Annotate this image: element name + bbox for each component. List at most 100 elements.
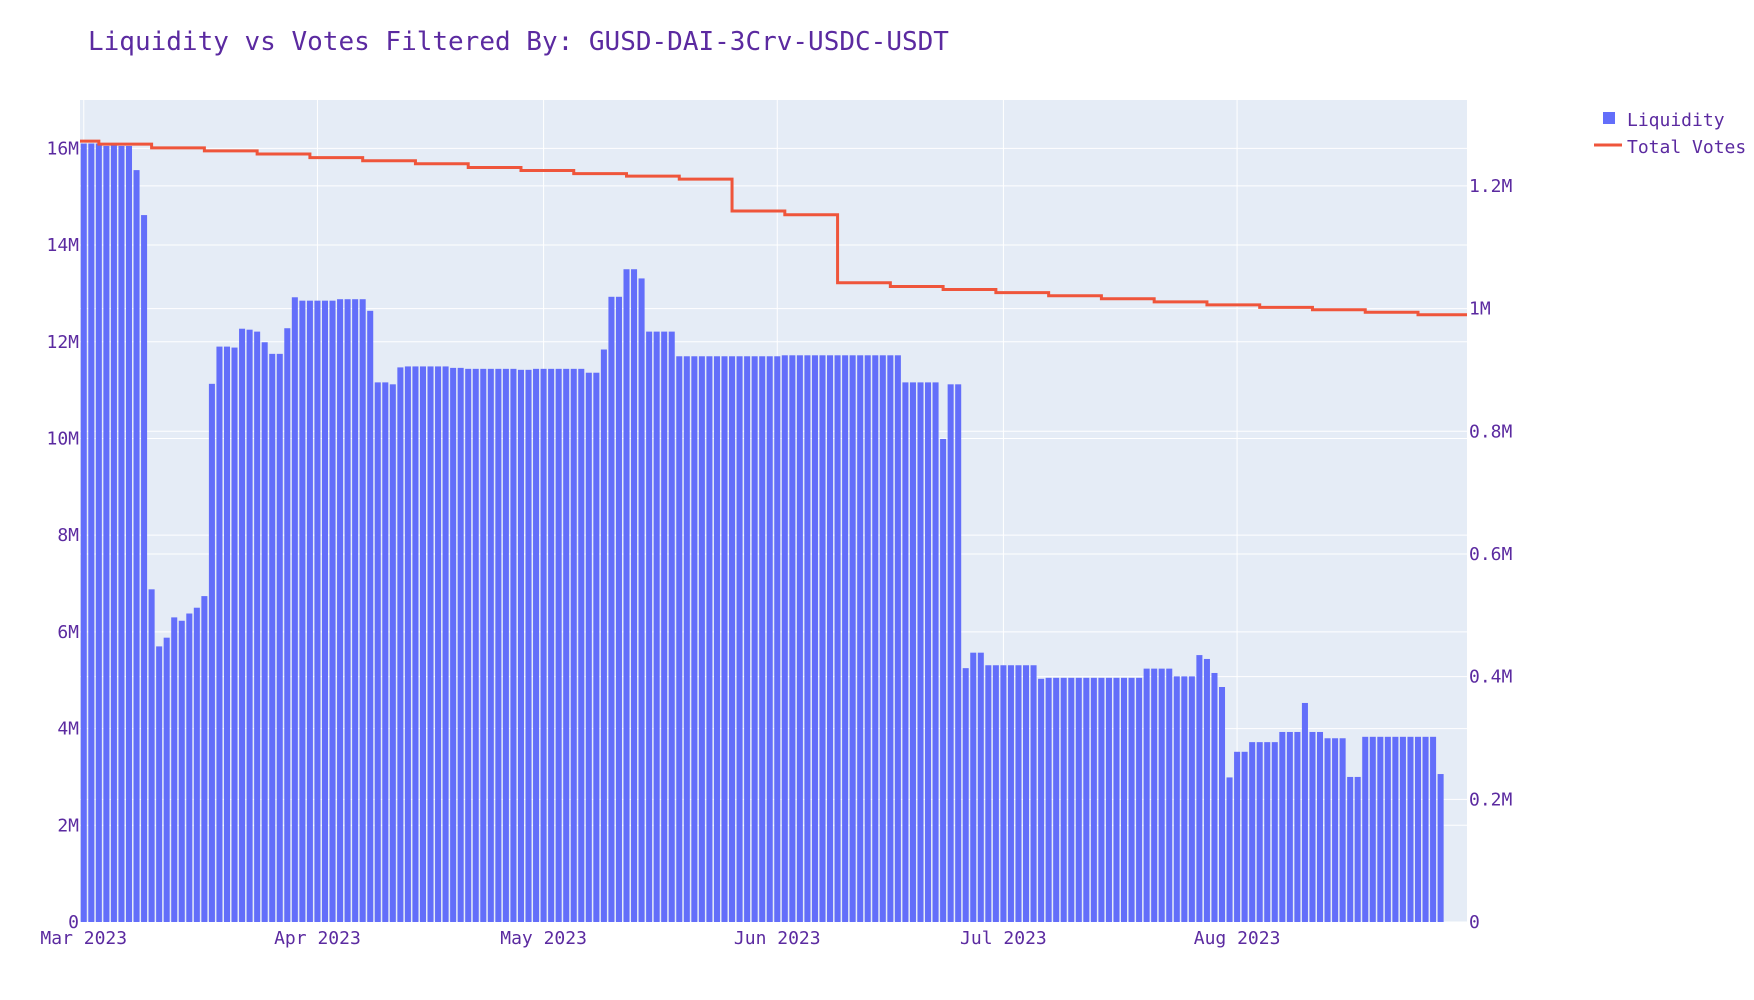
- liquidity-bar[interactable]: [789, 355, 796, 922]
- liquidity-bar[interactable]: [510, 368, 517, 923]
- liquidity-bar[interactable]: [1219, 687, 1226, 922]
- liquidity-bar[interactable]: [163, 637, 170, 922]
- liquidity-bar[interactable]: [216, 346, 223, 923]
- liquidity-bar[interactable]: [1211, 672, 1218, 922]
- liquidity-bar[interactable]: [668, 331, 675, 922]
- liquidity-bar[interactable]: [570, 368, 577, 923]
- liquidity-bar[interactable]: [1053, 677, 1060, 922]
- liquidity-bar[interactable]: [359, 299, 366, 923]
- liquidity-bar[interactable]: [223, 346, 231, 923]
- liquidity-bar[interactable]: [804, 355, 811, 922]
- liquidity-bar[interactable]: [827, 355, 834, 922]
- liquidity-bar[interactable]: [284, 328, 291, 923]
- liquidity-bar[interactable]: [578, 368, 585, 923]
- liquidity-bar[interactable]: [751, 356, 758, 922]
- liquidity-bar[interactable]: [1121, 677, 1128, 922]
- liquidity-bar[interactable]: [141, 215, 148, 922]
- liquidity-bar[interactable]: [321, 300, 328, 922]
- liquidity-bar[interactable]: [1234, 751, 1241, 922]
- liquidity-bar[interactable]: [1090, 677, 1097, 922]
- liquidity-bar[interactable]: [811, 355, 818, 922]
- liquidity-bar[interactable]: [713, 356, 720, 922]
- liquidity-bar[interactable]: [352, 299, 359, 923]
- liquidity-bar[interactable]: [1098, 677, 1105, 922]
- liquidity-bar[interactable]: [231, 347, 238, 922]
- liquidity-bar[interactable]: [457, 367, 464, 922]
- liquidity-bar[interactable]: [857, 355, 864, 922]
- liquidity-bar[interactable]: [977, 652, 984, 922]
- liquidity-bar[interactable]: [1196, 655, 1203, 922]
- liquidity-bar[interactable]: [1188, 676, 1195, 922]
- liquidity-bar[interactable]: [608, 296, 615, 922]
- liquidity-bar[interactable]: [834, 355, 841, 922]
- liquidity-bar[interactable]: [1173, 676, 1180, 922]
- liquidity-bar[interactable]: [367, 310, 374, 922]
- liquidity-bar[interactable]: [729, 356, 736, 922]
- liquidity-bar[interactable]: [706, 356, 713, 922]
- liquidity-bar[interactable]: [985, 665, 992, 922]
- liquidity-bar[interactable]: [1226, 777, 1233, 922]
- liquidity-bar[interactable]: [201, 596, 208, 922]
- liquidity-bar[interactable]: [902, 382, 909, 922]
- liquidity-bar[interactable]: [186, 613, 193, 922]
- liquidity-bar[interactable]: [955, 384, 962, 922]
- liquidity-bar[interactable]: [932, 382, 939, 922]
- liquidity-bar[interactable]: [548, 368, 555, 923]
- liquidity-bar[interactable]: [638, 278, 645, 922]
- liquidity-bar[interactable]: [1030, 665, 1037, 922]
- liquidity-bar[interactable]: [404, 366, 411, 922]
- liquidity-bar[interactable]: [419, 366, 426, 922]
- liquidity-bar[interactable]: [1384, 736, 1391, 922]
- liquidity-bar[interactable]: [254, 331, 261, 922]
- liquidity-bar[interactable]: [525, 369, 532, 922]
- liquidity-bar[interactable]: [306, 300, 313, 922]
- liquidity-bar[interactable]: [397, 367, 404, 922]
- liquidity-bar[interactable]: [1256, 742, 1263, 922]
- liquidity-bar[interactable]: [736, 356, 743, 922]
- liquidity-bar[interactable]: [947, 384, 954, 922]
- liquidity-bar[interactable]: [1369, 736, 1376, 922]
- liquidity-bar[interactable]: [517, 369, 524, 922]
- liquidity-bar[interactable]: [1362, 736, 1369, 922]
- liquidity-bar[interactable]: [781, 355, 788, 922]
- liquidity-bar[interactable]: [631, 269, 638, 922]
- liquidity-bar[interactable]: [1113, 677, 1120, 922]
- liquidity-bar[interactable]: [1143, 668, 1150, 922]
- liquidity-bar[interactable]: [1015, 665, 1022, 922]
- liquidity-bar[interactable]: [374, 382, 381, 922]
- liquidity-bar[interactable]: [615, 296, 622, 922]
- liquidity-bar[interactable]: [1339, 738, 1346, 922]
- liquidity-bar[interactable]: [487, 368, 494, 923]
- liquidity-bar[interactable]: [133, 170, 140, 923]
- liquidity-bar[interactable]: [1264, 742, 1271, 922]
- liquidity-bar[interactable]: [646, 331, 653, 922]
- liquidity-bar[interactable]: [1324, 738, 1331, 922]
- liquidity-bar[interactable]: [1279, 731, 1286, 922]
- liquidity-bar[interactable]: [1045, 677, 1052, 922]
- liquidity-bar[interactable]: [909, 382, 916, 922]
- liquidity-bar[interactable]: [864, 355, 871, 922]
- liquidity-bar[interactable]: [796, 355, 803, 922]
- liquidity-bar[interactable]: [269, 353, 276, 923]
- liquidity-bar[interactable]: [239, 328, 246, 923]
- liquidity-bar[interactable]: [766, 356, 773, 922]
- liquidity-bar[interactable]: [1023, 665, 1030, 922]
- total-votes-line[interactable]: [80, 139, 1467, 317]
- liquidity-bar[interactable]: [744, 356, 751, 922]
- liquidity-bar[interactable]: [502, 368, 509, 923]
- liquidity-bar[interactable]: [171, 617, 178, 922]
- liquidity-bar[interactable]: [412, 366, 419, 922]
- liquidity-bar[interactable]: [940, 438, 947, 922]
- liquidity-bar[interactable]: [110, 143, 117, 922]
- liquidity-bar[interactable]: [925, 382, 932, 922]
- liquidity-bar[interactable]: [427, 366, 434, 922]
- liquidity-bar[interactable]: [1271, 742, 1278, 922]
- liquidity-bar[interactable]: [1136, 677, 1143, 922]
- liquidity-bar[interactable]: [1038, 678, 1045, 922]
- liquidity-bar[interactable]: [382, 382, 389, 922]
- liquidity-bar[interactable]: [661, 331, 668, 922]
- liquidity-bar[interactable]: [917, 382, 924, 922]
- liquidity-bar[interactable]: [683, 356, 690, 922]
- liquidity-bar[interactable]: [962, 668, 969, 922]
- liquidity-bar[interactable]: [555, 368, 562, 923]
